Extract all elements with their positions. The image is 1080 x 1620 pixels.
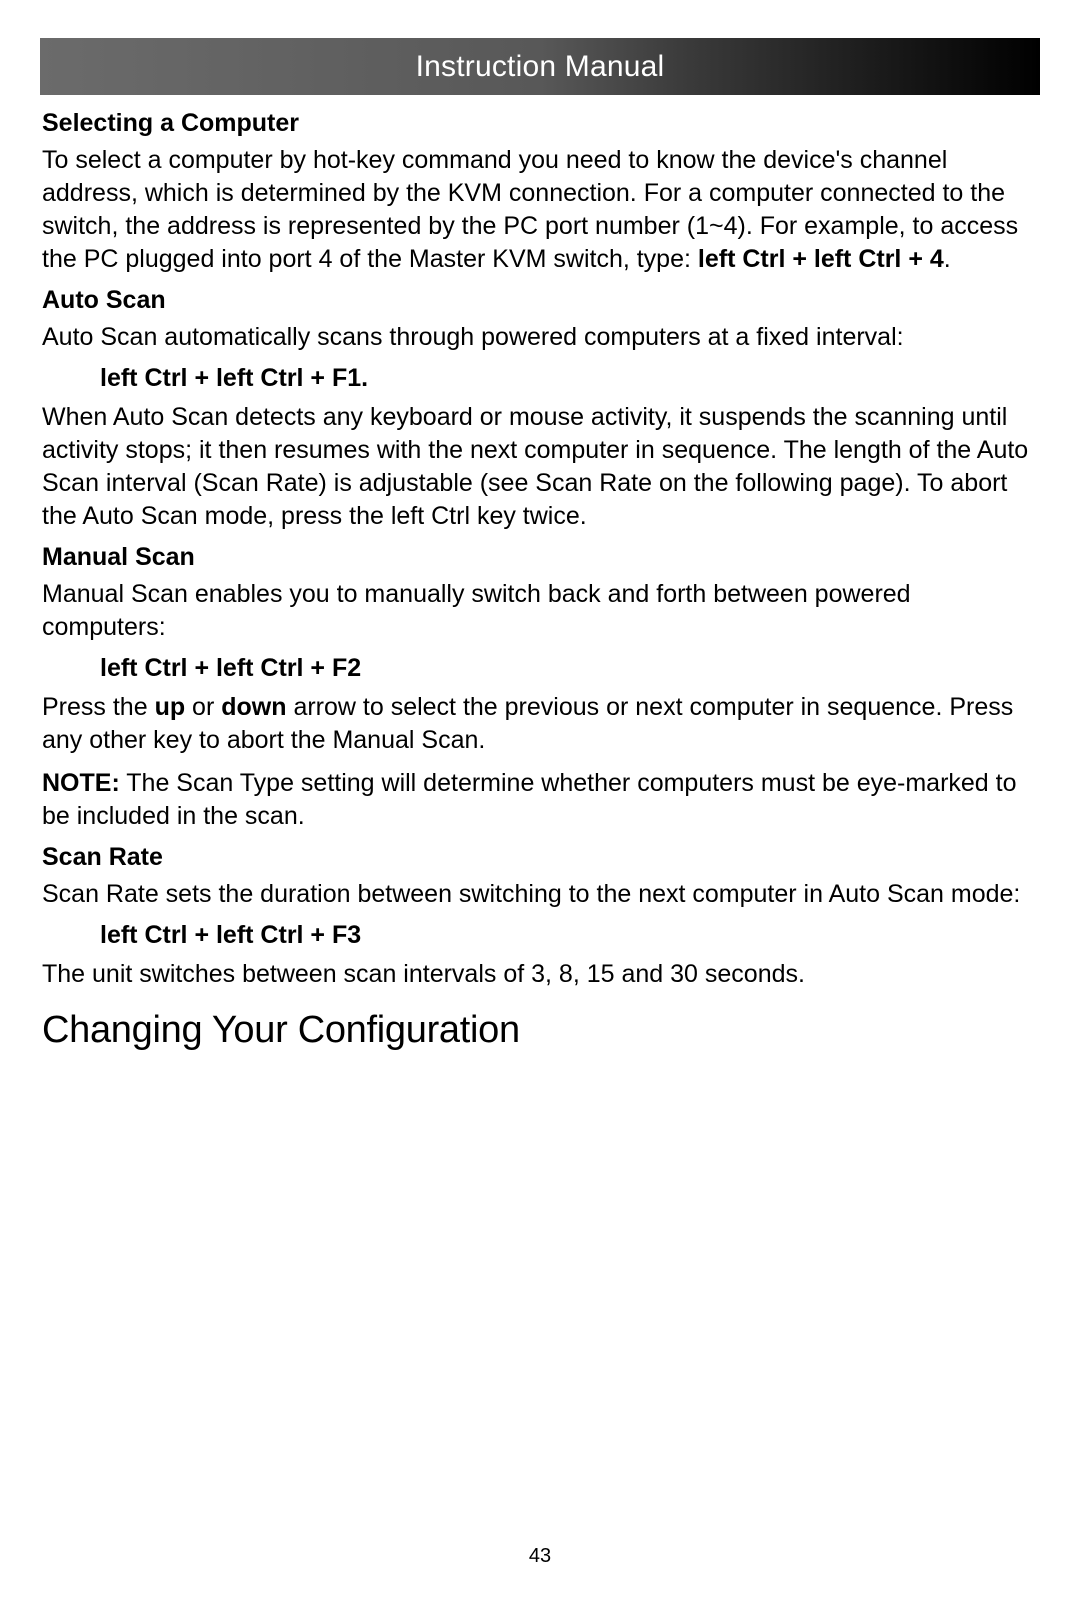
para-manualscan-1: Manual Scan enables you to manually swit… xyxy=(42,578,1038,644)
heading-autoscan: Auto Scan xyxy=(42,286,1038,315)
hotkey-scanrate: left Ctrl + left Ctrl + F3 xyxy=(42,921,1038,950)
heading-scanrate: Scan Rate xyxy=(42,843,1038,872)
para-autoscan-1: Auto Scan automatically scans through po… xyxy=(42,321,1038,354)
header-bar: Instruction Manual xyxy=(40,38,1040,95)
para-manualscan-2: Press the up or down arrow to select the… xyxy=(42,691,1038,757)
note-label: NOTE: xyxy=(42,769,120,797)
text: or xyxy=(185,693,221,721)
para-autoscan-2: When Auto Scan detects any keyboard or m… xyxy=(42,401,1038,533)
heading-manualscan: Manual Scan xyxy=(42,543,1038,572)
para-scanrate-1: Scan Rate sets the duration between swit… xyxy=(42,878,1038,911)
header-title: Instruction Manual xyxy=(416,50,665,84)
text: . xyxy=(944,245,951,273)
page-number: 43 xyxy=(0,1545,1080,1568)
heading-selecting: Selecting a Computer xyxy=(42,109,1038,138)
page-content: Selecting a Computer To select a compute… xyxy=(40,109,1040,1052)
para-selecting: To select a computer by hot-key command … xyxy=(42,144,1038,276)
hotkey-autoscan: left Ctrl + left Ctrl + F1. xyxy=(42,364,1038,393)
hotkey-text: left Ctrl + left Ctrl + 4 xyxy=(698,245,944,273)
hotkey-manualscan: left Ctrl + left Ctrl + F2 xyxy=(42,654,1038,683)
note-text: The Scan Type setting will determine whe… xyxy=(42,769,1017,830)
para-scanrate-2: The unit switches between scan intervals… xyxy=(42,958,1038,991)
para-manualscan-note: NOTE: The Scan Type setting will determi… xyxy=(42,767,1038,833)
key-up: up xyxy=(155,693,186,721)
key-down: down xyxy=(221,693,286,721)
text: Press the xyxy=(42,693,155,721)
section-title-changing: Changing Your Configuration xyxy=(42,1009,1038,1052)
